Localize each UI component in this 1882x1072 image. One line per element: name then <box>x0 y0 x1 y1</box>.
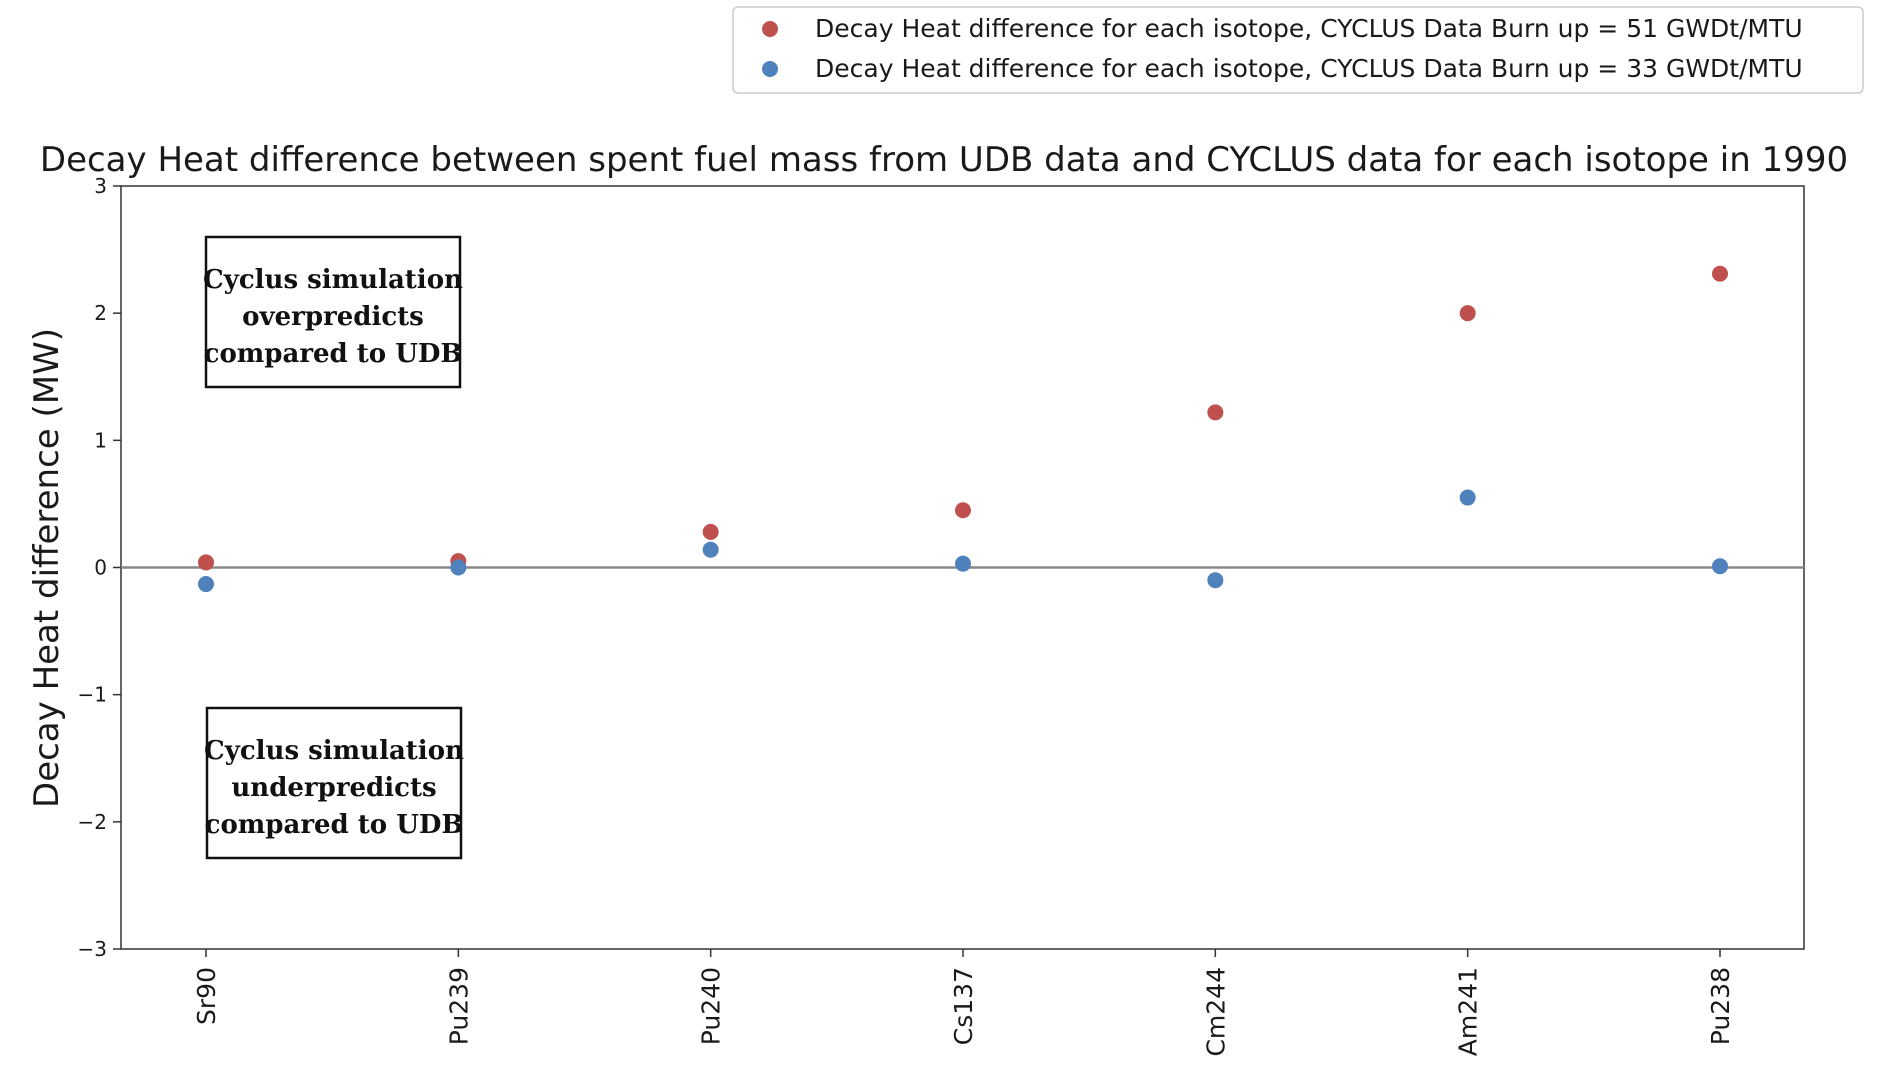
y-tick-label: 3 <box>94 174 107 198</box>
annotation-underpredicts-line-2: underpredicts <box>231 773 436 803</box>
x-tick-label: Am241 <box>1454 967 1483 1056</box>
data-point-series-2 <box>955 555 971 572</box>
y-tick-label: 2 <box>94 301 107 325</box>
y-tick-label: 0 <box>94 556 107 580</box>
legend-marker-series-2 <box>762 61 778 77</box>
y-tick-label: −1 <box>78 683 107 707</box>
y-axis: −3 −2 −1 0 1 2 3 <box>78 174 121 961</box>
data-point-series-2 <box>702 541 719 558</box>
data-point-series-1 <box>198 554 214 571</box>
annotation-overpredicts-line-1: Cyclus simulation <box>203 265 463 295</box>
annotation-overpredicts: Cyclus simulation overpredicts compared … <box>203 235 463 389</box>
data-point-series-1 <box>1207 404 1224 421</box>
y-axis-label: Decay Heat difference (MW) <box>27 328 67 808</box>
data-point-series-2 <box>1207 572 1224 589</box>
x-tick-label: Cm244 <box>1201 967 1230 1057</box>
annotation-box-underpredicts <box>205 706 463 860</box>
x-tick-label: Cs137 <box>949 967 978 1045</box>
annotation-overpredicts-line-3: compared to UDB <box>204 339 463 369</box>
data-point-series-1 <box>1712 265 1728 282</box>
data-point-series-2 <box>1712 558 1728 575</box>
annotation-underpredicts: Cyclus simulation underpredicts compared… <box>204 706 464 860</box>
data-point-series-2 <box>450 559 467 576</box>
data-point-series-2 <box>198 576 214 593</box>
legend: Decay Heat difference for each isotope, … <box>732 6 1864 94</box>
y-tick-label: −3 <box>78 937 107 961</box>
annotation-underpredicts-line-3: compared to UDB <box>205 810 464 840</box>
legend-label-series-1: Decay Heat difference for each isotope, … <box>815 14 1803 43</box>
annotation-underpredicts-line-1: Cyclus simulation <box>204 736 464 766</box>
legend-label-series-2: Decay Heat difference for each isotope, … <box>815 54 1803 83</box>
legend-box <box>732 6 1864 94</box>
annotation-box-overpredicts <box>204 235 462 389</box>
data-point-series-1 <box>702 523 719 540</box>
x-axis: Sr90 Pu239 Pu240 Cs137 Cm244 Am241 Pu238 <box>192 949 1735 1057</box>
y-tick-label: 1 <box>94 428 107 452</box>
x-tick-label: Pu239 <box>444 967 473 1045</box>
data-point-series-2 <box>1459 489 1476 506</box>
x-tick-label: Sr90 <box>192 967 221 1025</box>
chart-title: Decay Heat difference between spent fuel… <box>40 140 1848 180</box>
legend-marker-series-1 <box>762 21 778 37</box>
x-tick-label: Pu238 <box>1706 967 1735 1045</box>
x-tick-label: Pu240 <box>697 967 726 1045</box>
data-point-series-1 <box>1459 305 1476 322</box>
annotation-overpredicts-line-2: overpredicts <box>242 302 424 332</box>
y-tick-label: −2 <box>78 810 107 834</box>
data-points <box>198 265 1728 593</box>
data-point-series-1 <box>955 502 971 519</box>
